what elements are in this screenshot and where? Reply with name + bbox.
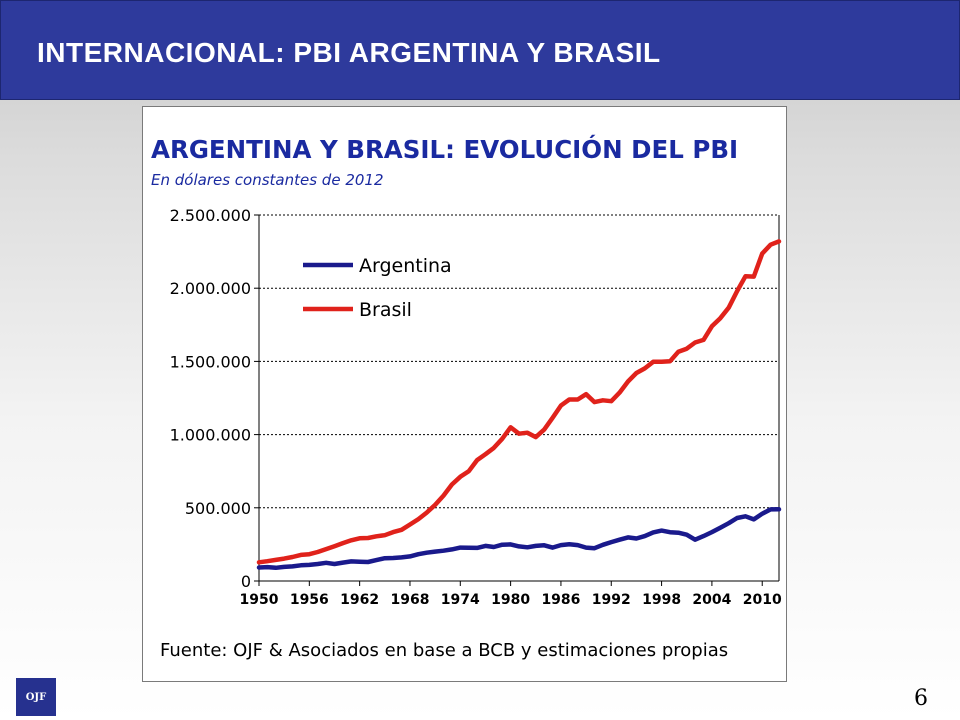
y-tick-label: 1.500.000 xyxy=(170,352,251,371)
line-chart: 0 500.000 1.000.000 1.500.000 2.000.000 2.500… xyxy=(170,206,782,608)
x-tick-label: 2010 xyxy=(743,592,782,608)
logo-text: OJF xyxy=(25,691,47,703)
slide-header: INTERNACIONAL: PBI ARGENTINA Y BRASIL xyxy=(0,0,960,100)
x-tick-label: 1998 xyxy=(642,592,681,608)
series-line-brasil xyxy=(256,239,782,565)
x-tick-label: 1962 xyxy=(340,592,379,608)
y-tick-label: 2.500.000 xyxy=(170,206,251,225)
y-tick-label: 2.000.000 xyxy=(170,279,251,298)
x-tick-label: 1956 xyxy=(290,592,329,608)
legend-label-brasil: Brasil xyxy=(359,299,412,321)
x-tick-label: 1974 xyxy=(441,592,480,608)
chart-title: ARGENTINA Y BRASIL: EVOLUCIÓN DEL PBI xyxy=(151,135,739,164)
ojf-logo: OJF xyxy=(16,678,56,716)
page-number: 6 xyxy=(914,686,928,711)
y-tick-label: 500.000 xyxy=(185,499,251,518)
x-tick-label: 1968 xyxy=(390,592,429,608)
legend-label-argentina: Argentina xyxy=(359,255,452,277)
chart-subtitle: En dólares constantes de 2012 xyxy=(151,171,384,189)
slide-title: INTERNACIONAL: PBI ARGENTINA Y BRASIL xyxy=(37,37,661,68)
x-tick-label: 1950 xyxy=(240,592,279,608)
chart-panel: ARGENTINA Y BRASIL: EVOLUCIÓN DEL PBI En… xyxy=(142,106,787,682)
x-tick-label: 1992 xyxy=(592,592,631,608)
x-tick-label: 1980 xyxy=(491,592,530,608)
x-tick-label: 1986 xyxy=(541,592,580,608)
y-tick-label: 1.000.000 xyxy=(170,426,251,445)
series-line-argentina xyxy=(256,507,782,571)
y-tick-label: 0 xyxy=(241,572,251,591)
x-tick-label: 2004 xyxy=(692,592,731,608)
chart-source: Fuente: OJF & Asociados en base a BCB y … xyxy=(160,640,729,661)
